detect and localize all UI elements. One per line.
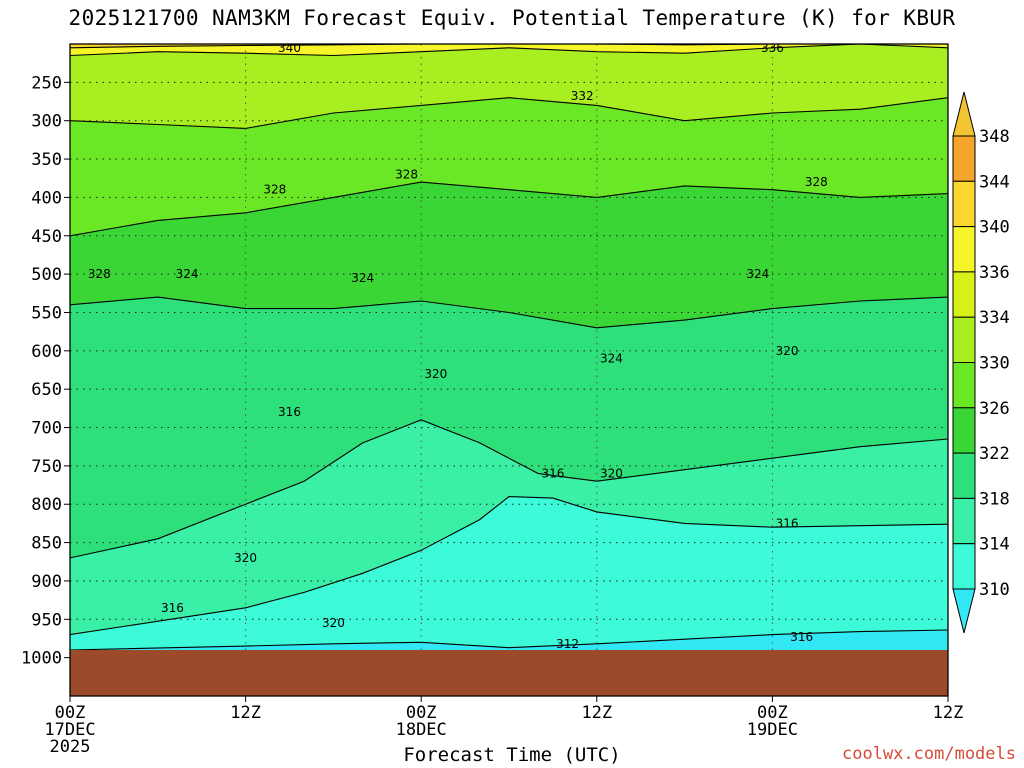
y-axis: 250 300 350 400 450 500 550 600 650 700 750 800 850 9… bbox=[21, 73, 70, 669]
contour-328 bbox=[70, 181, 948, 237]
colorbar-label: 344 bbox=[979, 172, 1010, 192]
x-axis-title: Forecast Time (UTC) bbox=[403, 744, 621, 766]
x-tick-label: 2025 bbox=[50, 737, 91, 757]
credit-link[interactable]: coolwx.com/models bbox=[842, 744, 1016, 764]
colorbar-segment bbox=[952, 362, 976, 409]
grid-lines bbox=[70, 44, 948, 696]
x-tick-label: 00Z bbox=[55, 703, 86, 723]
contour-label: 320 bbox=[600, 467, 623, 481]
contour-label: 328 bbox=[805, 175, 828, 189]
colorbar-label: 336 bbox=[979, 263, 1010, 283]
colorbar-label: 314 bbox=[979, 535, 1010, 555]
contour-label: 320 bbox=[776, 344, 799, 358]
contour-label: 320 bbox=[322, 616, 345, 630]
contour-label: 316 bbox=[161, 601, 184, 615]
colorbar-segment bbox=[952, 135, 976, 182]
y-tick-label: 950 bbox=[31, 610, 62, 630]
y-tick-label: 450 bbox=[31, 227, 62, 247]
colorbar-segment bbox=[952, 407, 976, 454]
colorbar-segment bbox=[952, 316, 976, 364]
colorbar-segment bbox=[952, 543, 976, 590]
y-tick-label: 800 bbox=[31, 495, 62, 515]
y-tick-label: 650 bbox=[31, 380, 62, 400]
ground-fill bbox=[70, 649, 948, 696]
x-tick-label: 12Z bbox=[933, 703, 964, 723]
colorbar-label: 330 bbox=[979, 354, 1010, 374]
x-tick-label: 12Z bbox=[581, 703, 612, 723]
y-tick-label: 550 bbox=[31, 303, 62, 323]
colorbar-segment bbox=[952, 180, 976, 228]
contour-label: 324 bbox=[351, 271, 374, 285]
contour-label: 316 bbox=[790, 630, 813, 644]
contour-label: 328 bbox=[263, 183, 286, 197]
plot-area: 340 336 332 328 328 328 328 324 324 324 324 320 320 3… bbox=[70, 41, 948, 696]
colorbar-label: 334 bbox=[979, 308, 1010, 328]
colorbar-label: 340 bbox=[979, 218, 1010, 238]
x-tick-label: 18DEC bbox=[396, 720, 447, 740]
contour-label: 340 bbox=[278, 41, 301, 55]
colorbar-bottom-arrow bbox=[952, 588, 976, 634]
y-tick-label: 850 bbox=[31, 534, 62, 554]
colorbar: 348 344 340 336 334 330 326 322 318 314 310 bbox=[952, 91, 1010, 634]
contour-label: 324 bbox=[176, 267, 199, 281]
contour-336 bbox=[70, 44, 948, 57]
contour-312 bbox=[70, 629, 948, 651]
y-tick-label: 600 bbox=[31, 342, 62, 362]
colorbar-label: 348 bbox=[979, 127, 1010, 147]
colorbar-segment bbox=[952, 226, 976, 273]
contour-324 bbox=[70, 296, 948, 329]
chart-title: 2025121700 NAM3KM Forecast Equiv. Potent… bbox=[68, 6, 956, 30]
colorbar-segment bbox=[952, 497, 976, 545]
contour-label: 316 bbox=[278, 405, 301, 419]
contour-label: 328 bbox=[395, 167, 418, 181]
contour-label: 312 bbox=[556, 637, 579, 651]
x-tick-label: 00Z bbox=[406, 703, 437, 723]
x-tick-label: 17DEC bbox=[44, 720, 95, 740]
y-tick-label: 500 bbox=[31, 265, 62, 285]
contour-label: 324 bbox=[600, 351, 623, 365]
contour-label: 316 bbox=[776, 516, 799, 530]
colorbar-segment bbox=[952, 271, 976, 318]
colorbar-label: 310 bbox=[979, 580, 1010, 600]
colorbar-label: 326 bbox=[979, 399, 1010, 419]
contour-316 bbox=[70, 496, 948, 636]
y-tick-label: 300 bbox=[31, 112, 62, 132]
contour-lines bbox=[70, 44, 948, 651]
contour-332 bbox=[70, 97, 948, 129]
y-tick-label: 350 bbox=[31, 150, 62, 170]
contour-label: 332 bbox=[571, 89, 594, 103]
y-tick-label: 400 bbox=[31, 188, 62, 208]
contour-labels: 340 336 332 328 328 328 328 324 324 324 324 320 320 3… bbox=[88, 41, 828, 651]
contour-label: 320 bbox=[424, 367, 447, 381]
x-tick-label: 00Z bbox=[757, 703, 788, 723]
contour-label: 324 bbox=[746, 267, 769, 281]
y-tick-label: 250 bbox=[31, 73, 62, 93]
y-tick-label: 750 bbox=[31, 457, 62, 477]
contour-label: 320 bbox=[234, 551, 257, 565]
colorbar-label: 318 bbox=[979, 489, 1010, 509]
contour-label: 328 bbox=[88, 267, 111, 281]
contour-label: 336 bbox=[761, 41, 784, 55]
contour-label: 316 bbox=[541, 467, 564, 481]
plot-frame bbox=[69, 43, 949, 697]
colorbar-segment bbox=[952, 452, 976, 499]
y-tick-label: 900 bbox=[31, 572, 62, 592]
colorbar-label: 322 bbox=[979, 444, 1010, 464]
x-tick-label: 19DEC bbox=[747, 720, 798, 740]
contour-340 bbox=[70, 44, 948, 49]
y-tick-label: 1000 bbox=[21, 649, 62, 669]
x-tick-label: 12Z bbox=[230, 703, 261, 723]
y-tick-label: 700 bbox=[31, 419, 62, 439]
color-bands bbox=[70, 44, 948, 696]
colorbar-top-arrow bbox=[952, 91, 976, 137]
